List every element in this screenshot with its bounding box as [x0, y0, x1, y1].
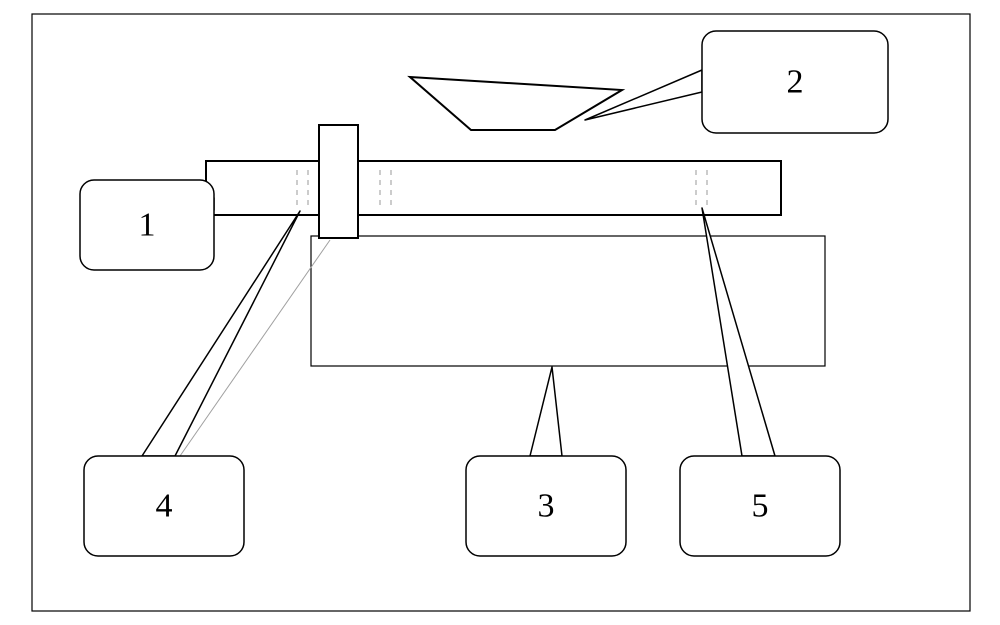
callout-pointer-5: [702, 208, 775, 456]
diagram-canvas: 1 2 3 4 5: [0, 0, 1000, 625]
callout-leader-4: [180, 240, 330, 456]
horizontal-bar: [206, 161, 781, 215]
funnel: [410, 77, 622, 130]
collar: [319, 125, 358, 238]
callout-label-5: 5: [752, 488, 769, 525]
callout-label-4: 4: [156, 488, 173, 525]
base-box: [311, 236, 825, 366]
callout-label-3: 3: [538, 488, 555, 525]
callout-label-1: 1: [139, 207, 156, 244]
callout-label-2: 2: [787, 64, 804, 101]
callout-pointer-3: [530, 367, 562, 456]
